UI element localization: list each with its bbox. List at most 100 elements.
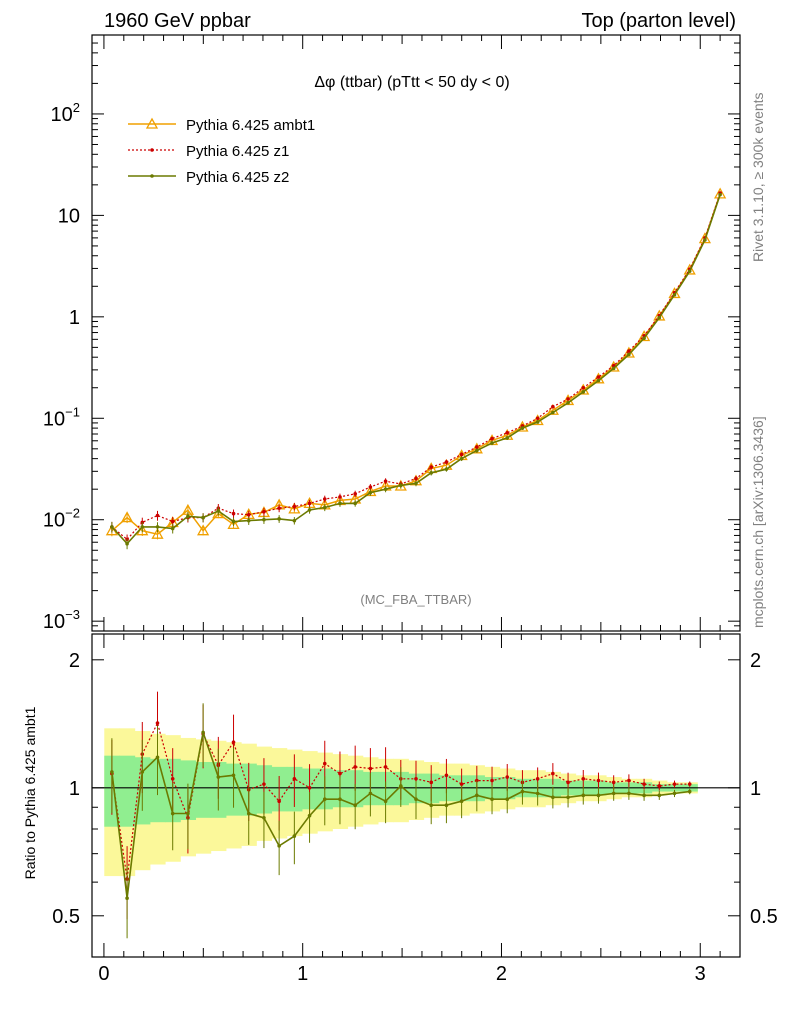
ratio-band-inner [119,755,136,827]
data-point [277,506,281,510]
ratio-point [277,799,281,804]
data-point [216,509,221,513]
ratio-point [687,782,692,786]
data-point [596,375,601,379]
ratio-point [596,793,601,798]
ratio-point [657,793,662,798]
ratio-band-inner [195,761,212,818]
data-point [186,514,190,519]
ratio-point [581,776,586,781]
legend-label: Pythia 6.425 ambt1 [186,117,315,134]
x-tick-label: 2 [496,963,507,985]
ratio-point [535,791,540,796]
ratio-point [566,780,570,785]
x-tick-label: 3 [695,963,706,985]
ratio-point [307,813,312,818]
legend-entry-z2: Pythia 6.425 z2 [128,169,289,186]
ratio-point [459,799,464,804]
data-point [140,525,145,529]
ratio-point [353,803,357,808]
ratio-point [398,784,403,788]
ratio-y-tick-label: 2 [69,650,80,672]
dot-marker-icon [150,148,154,152]
ratio-point [642,782,646,786]
ratio-point [490,797,494,802]
data-point [490,436,494,441]
y-tick-base: 10 [51,104,73,126]
data-point [429,471,434,475]
data-point [262,517,266,522]
ratio-point [505,775,510,779]
data-point [227,518,240,530]
ratio-point [611,780,616,785]
data-point [292,518,297,523]
data-point [246,512,251,517]
ratio-point [383,765,388,769]
ratio-point [322,797,327,802]
ratio-point [444,803,449,808]
ratio-point [672,782,677,786]
data-point [566,401,570,405]
data-point [551,410,555,415]
ratio-point [307,786,312,790]
ratio-point [353,765,357,769]
ratio-point [338,797,342,802]
data-point [262,509,266,514]
data-point [231,511,236,516]
ratio-point [110,770,114,774]
y-tick-label: 102 [51,100,80,126]
data-point [714,187,727,199]
ratio-point [155,755,160,760]
ratio-point [444,773,449,778]
ratio-y-tick-label: 1 [69,778,80,800]
data-point [642,336,646,341]
y-tick-label: 10−1 [43,404,80,430]
header-right: Top (parton level) [581,10,736,32]
ratio-point [566,795,570,800]
data-point [627,352,631,357]
ratio-series-layer [110,691,692,939]
ratio-series-z2 [110,703,692,939]
y-tick-label: 10 [58,205,80,227]
data-point [718,192,722,197]
y-tick-exponent: −1 [65,404,80,419]
ratio-point [262,782,266,786]
data-point [505,436,510,440]
data-point [368,485,373,489]
data-point [566,397,570,401]
data-point [459,452,464,457]
y-tick-label: 10−3 [43,607,80,633]
analysis-watermark: (MC_FBA_TTBAR) [360,592,471,607]
data-point [490,441,494,445]
ratio-point [627,778,631,783]
ratio-point [170,811,175,816]
y-tick-exponent: 2 [73,100,80,115]
data-point [444,460,449,464]
data-point [611,366,616,371]
rivet-version-label: Rivet 3.1.10, ≥ 300k events [750,92,766,262]
data-point [535,420,540,424]
ratio-point [216,775,221,779]
ratio-point [627,791,631,796]
ratio-point [368,766,373,771]
ratio-point [475,778,479,783]
ratio-y-tick-label-right: 1 [750,778,761,800]
ratio-point [505,797,510,802]
data-point [653,309,666,321]
data-point [338,501,342,506]
data-point [197,524,210,536]
data-point [277,517,281,521]
ratio-point [535,776,540,781]
data-point [155,525,160,529]
data-point [170,526,175,531]
ratio-point [368,791,373,796]
ratio-point [338,771,342,776]
ratio-point [672,791,677,796]
header-left: 1960 GeV ppbar [104,10,251,32]
ratio-y-axis-label: Ratio to Pythia 6.425 ambt1 [22,706,38,879]
data-point [231,519,236,524]
data-point [520,426,525,430]
ratio-point [231,740,236,745]
ratio-point [322,761,327,766]
